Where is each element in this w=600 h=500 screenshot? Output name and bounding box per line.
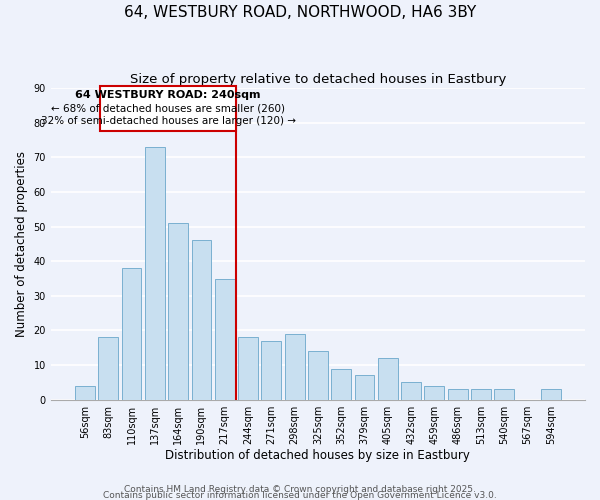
Bar: [355, 376, 374, 400]
Bar: [471, 390, 491, 400]
Bar: [541, 390, 561, 400]
Bar: [215, 278, 235, 400]
Bar: [424, 386, 444, 400]
FancyBboxPatch shape: [100, 86, 236, 132]
Bar: [494, 390, 514, 400]
X-axis label: Distribution of detached houses by size in Eastbury: Distribution of detached houses by size …: [166, 450, 470, 462]
Title: Size of property relative to detached houses in Eastbury: Size of property relative to detached ho…: [130, 72, 506, 86]
Y-axis label: Number of detached properties: Number of detached properties: [15, 151, 28, 337]
Bar: [75, 386, 95, 400]
Bar: [331, 368, 351, 400]
Text: Contains public sector information licensed under the Open Government Licence v3: Contains public sector information licen…: [103, 490, 497, 500]
Text: Contains HM Land Registry data © Crown copyright and database right 2025.: Contains HM Land Registry data © Crown c…: [124, 484, 476, 494]
Bar: [191, 240, 211, 400]
Text: 64 WESTBURY ROAD: 240sqm: 64 WESTBURY ROAD: 240sqm: [76, 90, 261, 101]
Bar: [98, 338, 118, 400]
Bar: [122, 268, 142, 400]
Bar: [145, 147, 165, 400]
Bar: [401, 382, 421, 400]
Bar: [285, 334, 305, 400]
Text: 64, WESTBURY ROAD, NORTHWOOD, HA6 3BY: 64, WESTBURY ROAD, NORTHWOOD, HA6 3BY: [124, 5, 476, 20]
Bar: [262, 341, 281, 400]
Bar: [448, 390, 467, 400]
Bar: [378, 358, 398, 400]
Bar: [168, 223, 188, 400]
Bar: [308, 351, 328, 400]
Text: ← 68% of detached houses are smaller (260): ← 68% of detached houses are smaller (26…: [51, 104, 285, 114]
Bar: [238, 338, 258, 400]
Text: 32% of semi-detached houses are larger (120) →: 32% of semi-detached houses are larger (…: [41, 116, 296, 126]
